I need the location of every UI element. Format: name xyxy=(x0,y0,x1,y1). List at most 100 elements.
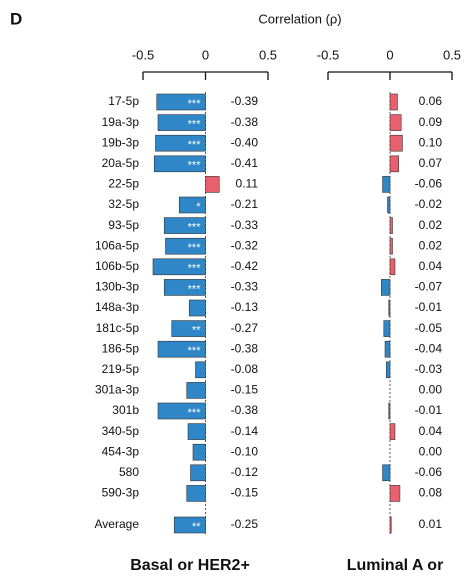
value-label: -0.21 xyxy=(231,197,259,211)
bar xyxy=(165,237,206,255)
significance-label: *** xyxy=(188,407,202,419)
category-label: 186-5p xyxy=(102,341,140,355)
bar xyxy=(389,258,396,276)
value-label: -0.33 xyxy=(231,218,259,232)
value-label: -0.10 xyxy=(231,444,259,458)
bar xyxy=(389,516,392,534)
panel-title: Luminal A or xyxy=(347,557,444,574)
x-tick-label: 0.5 xyxy=(259,47,277,62)
value-label: -0.27 xyxy=(231,321,259,335)
value-label: -0.38 xyxy=(231,341,259,355)
value-label: 0.04 xyxy=(419,424,443,438)
value-label: -0.02 xyxy=(415,197,443,211)
bar xyxy=(178,196,206,214)
bar xyxy=(389,155,399,173)
category-label: 454-3p xyxy=(102,444,140,458)
significance-label: * xyxy=(196,201,201,213)
bar xyxy=(389,423,396,440)
value-label: 0.10 xyxy=(419,135,443,149)
bar xyxy=(389,485,401,502)
x-axis-title: Correlation (ρ) xyxy=(258,11,341,26)
value-label: -0.01 xyxy=(415,403,443,417)
x-tick-label: -0.5 xyxy=(132,47,154,62)
bar xyxy=(163,217,206,234)
value-label: -0.01 xyxy=(415,300,443,314)
value-label: -0.33 xyxy=(231,280,259,294)
value-label: -0.12 xyxy=(231,465,259,479)
value-label: -0.42 xyxy=(231,259,259,273)
significance-label: *** xyxy=(188,242,202,254)
value-label: -0.32 xyxy=(231,238,259,252)
category-label: 301a-3p xyxy=(95,383,139,397)
bar xyxy=(153,155,206,173)
category-label: 580 xyxy=(119,465,139,479)
value-label: -0.40 xyxy=(231,135,259,149)
bar xyxy=(157,114,206,131)
significance-label: *** xyxy=(188,283,202,295)
value-label: -0.07 xyxy=(415,280,443,294)
significance-label: *** xyxy=(188,119,202,131)
bar xyxy=(388,299,391,317)
value-label: 0.01 xyxy=(419,517,443,531)
bar xyxy=(186,382,206,399)
significance-label: *** xyxy=(188,139,202,151)
value-label: 0.00 xyxy=(419,383,443,397)
significance-label: *** xyxy=(188,263,202,275)
significance-label: *** xyxy=(188,222,202,234)
bar xyxy=(205,176,220,193)
category-label: 32-5p xyxy=(108,197,139,211)
category-label: 19b-3p xyxy=(102,135,140,149)
value-label: -0.06 xyxy=(415,177,443,191)
bar xyxy=(163,279,206,296)
value-label: -0.41 xyxy=(231,156,259,170)
value-label: -0.38 xyxy=(231,403,259,417)
bar xyxy=(186,485,206,502)
category-label: 106a-5p xyxy=(95,238,139,252)
significance-label: ** xyxy=(192,325,201,337)
bar xyxy=(188,299,206,317)
category-label: 106b-5p xyxy=(95,259,139,273)
value-label: 0.00 xyxy=(419,444,443,458)
value-label: -0.06 xyxy=(415,465,443,479)
value-label: -0.38 xyxy=(231,115,259,129)
category-label: 181c-5p xyxy=(96,321,140,335)
bar xyxy=(389,114,402,131)
value-label: -0.13 xyxy=(231,300,259,314)
bar xyxy=(152,258,206,276)
bar xyxy=(389,134,403,152)
category-label: 340-5p xyxy=(102,424,140,438)
value-label: -0.15 xyxy=(231,383,259,397)
category-label: 19a-3p xyxy=(102,115,140,129)
bar xyxy=(387,196,391,214)
significance-label: *** xyxy=(188,345,202,357)
bar xyxy=(382,464,391,482)
bar xyxy=(157,402,206,420)
value-label: 0.07 xyxy=(419,156,443,170)
x-tick-label: 0 xyxy=(386,47,393,62)
bar xyxy=(388,402,391,420)
category-label: 17-5p xyxy=(108,94,139,108)
panel-title: Basal or HER2+ xyxy=(130,557,250,574)
category-label: 130b-3p xyxy=(95,280,139,294)
panel-label: D xyxy=(10,9,22,28)
category-label: 301b xyxy=(112,403,139,417)
category-label: 20a-5p xyxy=(102,156,140,170)
bar xyxy=(384,340,391,358)
bar xyxy=(190,464,206,482)
bar xyxy=(389,217,393,234)
bar xyxy=(385,361,391,379)
bar xyxy=(389,93,398,111)
value-label: -0.04 xyxy=(415,341,443,355)
bar xyxy=(382,176,391,193)
bar xyxy=(173,516,206,534)
category-label: 22-5p xyxy=(108,177,139,191)
bar xyxy=(192,443,206,461)
value-label: 0.11 xyxy=(236,177,259,191)
bar xyxy=(156,93,206,111)
category-label: 590-3p xyxy=(102,486,140,500)
x-tick-label: -0.5 xyxy=(317,47,339,62)
bar xyxy=(187,423,206,440)
bar xyxy=(157,340,206,358)
bar xyxy=(389,237,393,255)
value-label: -0.14 xyxy=(231,424,259,438)
